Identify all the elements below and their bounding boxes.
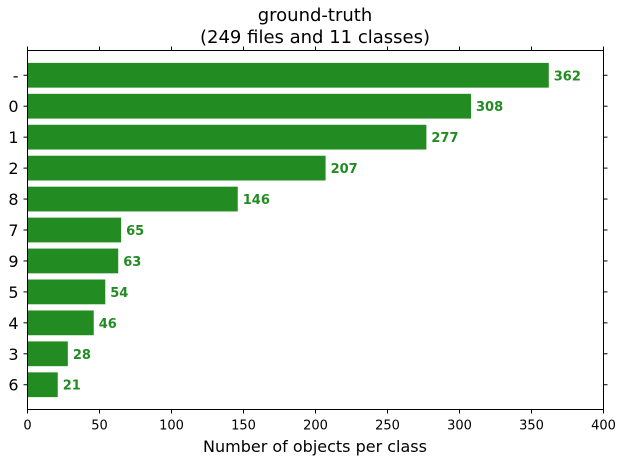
x-tick-label-200: 200 [303,419,328,434]
value-label-2: 207 [331,162,358,177]
y-tick-label-8: 8 [8,190,18,209]
value-label--: 362 [554,69,581,84]
value-label-4: 46 [99,317,117,332]
value-label-3: 28 [73,348,91,363]
x-tick-label-50: 50 [91,419,108,434]
x-tick-label-400: 400 [591,419,616,434]
x-axis-label: Number of objects per class [203,437,427,456]
y-tick-label--: - [13,66,19,85]
value-label-7: 65 [126,224,144,239]
bar-8 [27,186,238,212]
value-label-6: 21 [63,379,81,394]
chart-title-line-1: ground-truth [258,5,373,26]
plot-frame [27,50,604,410]
bar-- [27,62,549,88]
x-axis: 0 50 100 150 200 250 300 350 400 [23,46,616,434]
y-tick-label-0: 0 [8,97,18,116]
value-label-9: 63 [123,255,141,270]
y-tick-label-3: 3 [8,345,18,364]
value-label-8: 146 [243,193,270,208]
value-labels-group: 362 308 277 207 146 65 63 54 46 28 21 [63,69,581,393]
y-tick-label-2: 2 [8,159,18,178]
y-tick-label-6: 6 [8,376,18,395]
value-label-1: 277 [431,131,458,146]
bars-group [27,62,549,398]
value-label-0: 308 [476,100,503,115]
bar-2 [27,155,326,181]
x-tick-label-250: 250 [375,419,400,434]
bar-0 [27,93,472,119]
y-tick-label-7: 7 [8,221,18,240]
bar-4 [27,310,94,336]
y-tick-label-9: 9 [8,252,18,271]
value-label-5: 54 [110,286,128,301]
bar-1 [27,124,427,150]
bar-9 [27,248,119,274]
chart-title-line-2: (249 files and 11 classes) [200,27,430,48]
x-tick-label-300: 300 [447,419,472,434]
bar-5 [27,279,106,305]
bar-3 [27,341,68,367]
x-tick-label-350: 350 [519,419,544,434]
bar-6 [27,372,58,398]
x-tick-label-100: 100 [159,419,184,434]
y-tick-label-5: 5 [8,283,18,302]
y-tick-label-1: 1 [8,128,18,147]
bar-7 [27,217,122,243]
x-tick-label-150: 150 [231,419,256,434]
x-tick-label-0: 0 [23,419,31,434]
y-tick-label-4: 4 [8,314,18,333]
